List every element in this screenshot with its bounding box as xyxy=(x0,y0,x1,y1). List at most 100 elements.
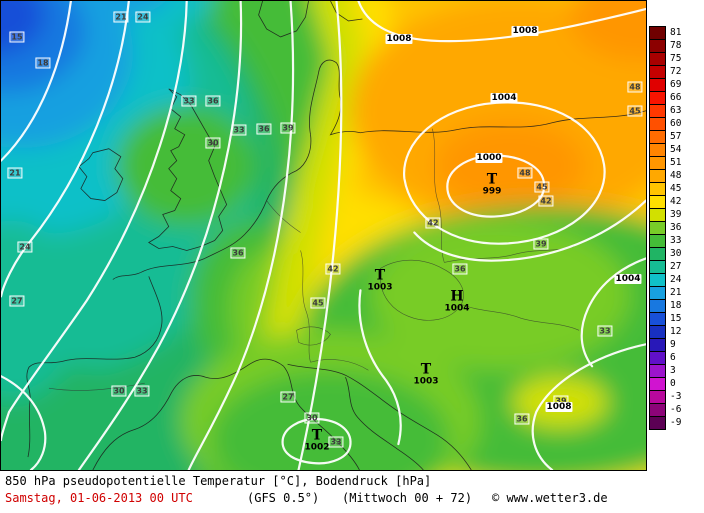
forecast-run-text: (Mittwoch 00 + 72) xyxy=(342,491,473,505)
copyright-text: © www.wetter3.de xyxy=(492,491,608,505)
thetae-contour-label: 15 xyxy=(9,31,25,43)
model-text: (GFS 0.5°) xyxy=(247,491,320,505)
legend-value-label: 69 xyxy=(670,79,682,90)
legend-value-label: 51 xyxy=(670,157,682,168)
legend-color-swatch xyxy=(649,247,666,261)
thetae-contour-label: 42 xyxy=(425,217,441,229)
legend-value-label: 3 xyxy=(670,365,676,376)
coastlines-borders xyxy=(26,1,646,470)
thetae-contour-label: 30 xyxy=(111,385,127,397)
legend-color-swatch xyxy=(649,130,666,144)
legend-value-label: 42 xyxy=(670,196,682,207)
pressure-center-low: T 999 xyxy=(483,171,502,197)
legend-color-swatch xyxy=(649,156,666,170)
date-text: Samstag, 01-06-2013 00 UTC xyxy=(5,491,193,505)
legend-entry: 33 xyxy=(649,234,703,248)
legend-value-label: 30 xyxy=(670,248,682,259)
thetae-contour-label: 24 xyxy=(17,241,33,253)
legend-entry: 78 xyxy=(649,39,703,53)
legend-entry: 81 xyxy=(649,26,703,40)
thetae-contour-label: 48 xyxy=(627,81,643,93)
isobar-label: 1000 xyxy=(475,153,503,163)
legend-color-swatch xyxy=(649,221,666,235)
legend-value-label: 66 xyxy=(670,92,682,103)
map-area: 21 24 15 18 21 24 27 33 36 30 33 36 39 36 42 45 42 48 45 42… xyxy=(0,0,647,471)
thetae-contour-label: 33 xyxy=(134,385,150,397)
legend-entry: -9 xyxy=(649,416,703,430)
legend-entry: 63 xyxy=(649,104,703,118)
thetae-contour-label: 33 xyxy=(597,325,613,337)
thetae-contour-label: 21 xyxy=(113,11,129,23)
pressure-center-letter: T xyxy=(311,427,323,444)
legend-color-swatch xyxy=(649,416,666,430)
thetae-contour-label: 45 xyxy=(534,181,550,193)
legend-entry: 12 xyxy=(649,325,703,339)
legend-entry: 27 xyxy=(649,260,703,274)
pressure-center-letter: T xyxy=(486,171,498,188)
legend-value-label: 81 xyxy=(670,27,682,38)
legend-value-label: 72 xyxy=(670,66,682,77)
thetae-contour-label: 33 xyxy=(328,436,344,448)
thetae-contour-label: 48 xyxy=(517,167,533,179)
isobar-label: 1008 xyxy=(511,26,539,36)
legend-color-swatch xyxy=(649,169,666,183)
pressure-center-value: 1004 xyxy=(444,303,470,314)
legend-color-swatch xyxy=(649,65,666,79)
map-canvas xyxy=(1,1,646,470)
legend-value-label: 54 xyxy=(670,144,682,155)
legend-entry: 72 xyxy=(649,65,703,79)
legend-color-swatch xyxy=(649,390,666,404)
thetae-contour-label: 42 xyxy=(538,195,554,207)
legend-color-swatch xyxy=(649,195,666,209)
legend-entry: 15 xyxy=(649,312,703,326)
legend-color-swatch xyxy=(649,260,666,274)
caption-bar: 850 hPa pseudopotentielle Temperatur [°C… xyxy=(0,471,704,513)
legend-value-label: 9 xyxy=(670,339,676,350)
thetae-contour-label: 36 xyxy=(514,413,530,425)
thetae-contour-label: 36 xyxy=(256,123,272,135)
legend-value-label: 12 xyxy=(670,326,682,337)
isobar-label: 1008 xyxy=(545,402,573,412)
legend-color-swatch xyxy=(649,117,666,131)
thetae-contour-label: 39 xyxy=(280,122,296,134)
legend-value-label: 21 xyxy=(670,287,682,298)
pressure-center-low: T 1003 xyxy=(413,361,438,387)
map-label-overlay: 21 24 15 18 21 24 27 33 36 30 33 36 39 36 42 45 42 48 45 42… xyxy=(1,1,646,470)
thetae-contour-label: 24 xyxy=(135,11,151,23)
legend-entry: 45 xyxy=(649,182,703,196)
legend-value-label: 75 xyxy=(670,53,682,64)
legend-value-label: 0 xyxy=(670,378,676,389)
legend-color-swatch xyxy=(649,52,666,66)
pressure-center-letter: T xyxy=(420,361,432,378)
legend-value-label: 24 xyxy=(670,274,682,285)
legend-color-swatch xyxy=(649,182,666,196)
legend-entry: 42 xyxy=(649,195,703,209)
legend-entry: 66 xyxy=(649,91,703,105)
legend-value-label: 57 xyxy=(670,131,682,142)
legend-entry: 60 xyxy=(649,117,703,131)
thetae-contour-label: 45 xyxy=(310,297,326,309)
legend-color-swatch xyxy=(649,104,666,118)
legend-color-swatch xyxy=(649,78,666,92)
thetae-contour-label: 21 xyxy=(7,167,23,179)
legend-color-swatch xyxy=(649,26,666,40)
thetae-contour-label: 30 xyxy=(205,137,221,149)
legend-entry: 0 xyxy=(649,377,703,391)
legend-entry: 51 xyxy=(649,156,703,170)
legend-value-label: -6 xyxy=(670,404,682,415)
legend-color-swatch xyxy=(649,286,666,300)
legend-entry: -3 xyxy=(649,390,703,404)
thetae-contour-label: 27 xyxy=(9,295,25,307)
thetae-contour-label: 33 xyxy=(181,95,197,107)
legend-entry: 75 xyxy=(649,52,703,66)
legend-value-label: 39 xyxy=(670,209,682,220)
legend-entry: 30 xyxy=(649,247,703,261)
legend-color-swatch xyxy=(649,143,666,157)
legend-entry: 24 xyxy=(649,273,703,287)
legend-entry: 69 xyxy=(649,78,703,92)
legend-color-swatch xyxy=(649,299,666,313)
pressure-center-low: T 1002 xyxy=(304,427,329,453)
legend-value-label: -9 xyxy=(670,417,682,428)
thetae-contour-label: 36 xyxy=(205,95,221,107)
thetae-contour-label: 36 xyxy=(452,263,468,275)
